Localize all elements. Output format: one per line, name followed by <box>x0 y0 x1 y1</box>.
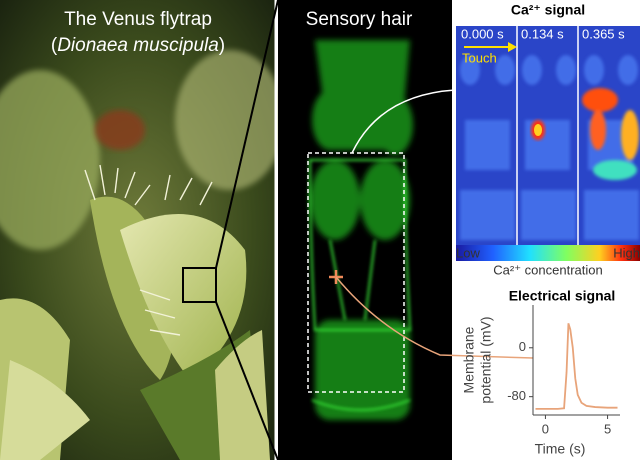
signal-line <box>535 323 618 410</box>
x-tick-label: 5 <box>604 421 611 436</box>
colorbar-label: Ca²⁺ concentration <box>493 262 602 277</box>
microscopy-image: Sensory hair <box>278 0 452 460</box>
photo-title: The Venus flytrap <box>64 9 212 30</box>
calcium-images: Ca²⁺ signal 0.000 s 0.134 s 0.365 s Touc… <box>456 2 640 277</box>
chart-title: Electrical signal <box>509 288 616 304</box>
species-name: (Dionaea muscipula) <box>51 35 225 56</box>
flytrap-photo: The Venus flytrap (Dionaea muscipula) <box>0 0 285 460</box>
y-tick-label: -80 <box>507 388 526 403</box>
timestamp: 0.000 s <box>461 26 504 41</box>
y-axis-label: Membrane <box>461 326 477 393</box>
electrical-chart: Electrical signal Time (s) 0 -80 0 5 Membran… <box>461 288 620 457</box>
colorbar-low: Low <box>456 245 480 260</box>
paren: ) <box>219 35 225 56</box>
y-tick-label: 0 <box>519 339 526 354</box>
paren: ( <box>51 35 58 56</box>
x-axis-label: Time (s) <box>535 441 586 457</box>
calcium-title: Ca²⁺ signal <box>511 2 585 18</box>
timestamp: 0.365 s <box>582 26 625 41</box>
stimulus-label: Touch <box>462 50 497 65</box>
microscopy-title: Sensory hair <box>306 9 413 30</box>
y-axis-label: potential (mV) <box>478 316 494 403</box>
x-tick-label: 0 <box>542 421 549 436</box>
species: Dionaea muscipula <box>57 35 219 56</box>
timestamp: 0.134 s <box>521 26 564 41</box>
colorbar-high: High <box>613 245 640 260</box>
